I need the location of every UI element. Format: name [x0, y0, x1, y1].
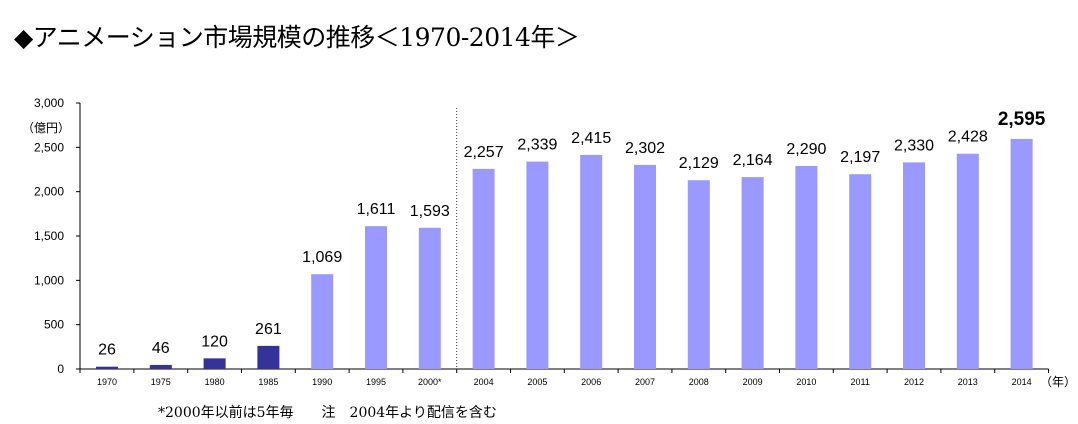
data-label: 1,593: [410, 203, 450, 220]
bar: [1010, 138, 1033, 369]
data-label: 2,164: [733, 152, 773, 169]
data-label: 2,595: [998, 109, 1046, 130]
bar: [257, 345, 280, 369]
y-tick-label: 1,000: [34, 273, 64, 287]
data-label: 2,415: [571, 130, 611, 147]
bar: [203, 358, 226, 369]
bar: [418, 227, 441, 369]
x-tick-label: 2000*: [418, 377, 442, 387]
data-label: 1,069: [302, 249, 342, 266]
data-label: 120: [201, 333, 228, 350]
y-tick-label: 3,000: [34, 96, 64, 110]
x-tick-label: 2011: [851, 377, 870, 387]
data-label: 2,197: [840, 149, 880, 166]
x-tick-label: 1990: [312, 377, 332, 387]
data-label: 2,129: [679, 155, 719, 172]
data-label: 2,330: [894, 137, 934, 154]
bar: [580, 154, 603, 369]
x-tick-label: 2008: [689, 377, 709, 387]
bar: [849, 174, 872, 369]
data-label: 46: [152, 340, 170, 357]
bar: [903, 162, 925, 369]
x-tick-label: 2013: [958, 377, 978, 387]
footnote: *2000年以前は5年毎 注 2004年より配信を含む: [158, 405, 497, 421]
y-tick-label: 0: [57, 362, 64, 376]
bar: [96, 366, 118, 369]
bar: [687, 180, 710, 369]
data-label: 2,339: [517, 137, 557, 154]
bar: [472, 168, 495, 369]
x-tick-label: 2014: [1012, 377, 1032, 387]
bar: [795, 165, 818, 369]
x-tick-label: 2005: [527, 377, 547, 387]
x-tick-label: 1985: [258, 377, 278, 387]
x-tick-label: 1970: [97, 377, 117, 387]
x-tick-label: 2009: [743, 377, 763, 387]
data-label: 26: [98, 342, 116, 359]
x-tick-label: 1980: [205, 377, 225, 387]
x-unit-label: （年）: [1040, 375, 1076, 389]
y-tick-label: 500: [44, 318, 64, 332]
x-tick-label: 2004: [474, 377, 494, 387]
data-label: 1,611: [357, 201, 396, 218]
bar: [149, 364, 172, 369]
y-tick-label: 2,500: [34, 140, 64, 154]
y-unit-label: （億円）: [22, 121, 70, 135]
chart-title: ◆アニメーション市場規模の推移＜1970-2014年＞: [14, 23, 580, 52]
bar: [365, 226, 387, 369]
bar: [634, 164, 656, 369]
x-tick-label: 2007: [635, 377, 655, 387]
bar: [956, 153, 979, 369]
x-tick-label: 2010: [796, 377, 816, 387]
bar: [311, 274, 334, 369]
data-label: 2,302: [625, 140, 665, 157]
x-tick-label: 1995: [366, 377, 386, 387]
x-tick-label: 1975: [151, 377, 171, 387]
bar: [741, 177, 764, 369]
bar: [526, 161, 549, 369]
x-tick-label: 2006: [581, 377, 601, 387]
data-label: 261: [255, 321, 282, 338]
data-label: 2,428: [948, 129, 988, 146]
y-tick-label: 2,000: [34, 185, 64, 199]
y-tick-label: 1,500: [34, 229, 64, 243]
x-tick-label: 2012: [904, 377, 924, 387]
data-label: 2,257: [464, 144, 504, 161]
data-label: 2,290: [786, 141, 826, 158]
